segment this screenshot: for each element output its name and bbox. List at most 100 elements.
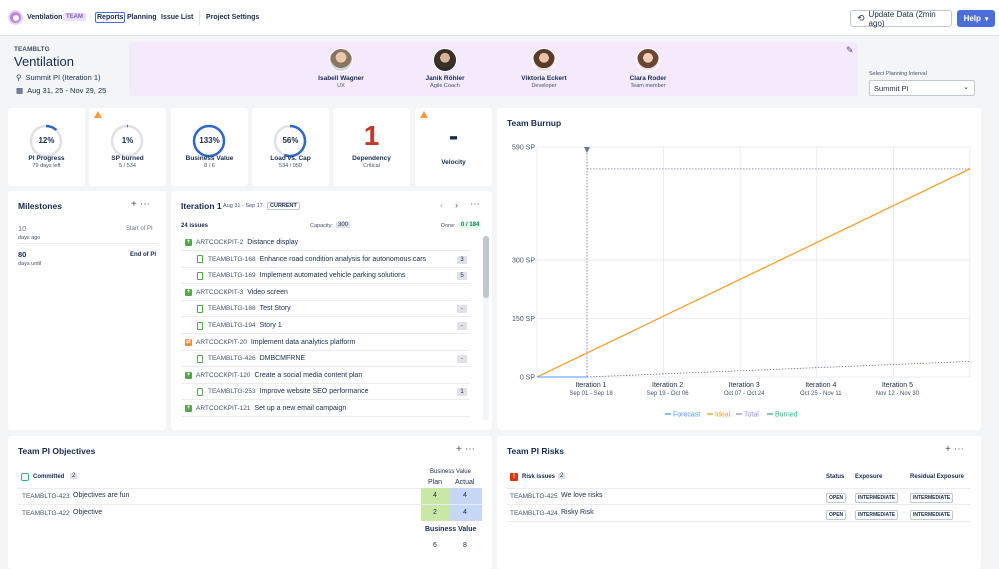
- residual-badge: INTERMEDIATE: [910, 493, 954, 503]
- kpi-velocity[interactable]: - Velocity: [415, 108, 492, 186]
- iteration-issue-row[interactable]: TEAMBLTG-426 DMBCMFRNE -: [181, 351, 470, 368]
- issue-key[interactable]: TEAMBLTG-426: [208, 355, 256, 363]
- objective-plan: 4: [433, 492, 437, 499]
- committed-label: Committed: [33, 474, 65, 480]
- member-card[interactable]: Isabell Wagner UX: [301, 48, 381, 89]
- objective-plan: 2: [433, 509, 437, 516]
- issue-title[interactable]: DMBCMFRNE: [259, 355, 306, 363]
- issue-key[interactable]: ARTCOCKPIT-3: [196, 288, 244, 296]
- iteration-issue-row[interactable]: ⇄ ARTCOCKPIT-20 Implement data analytics p…: [181, 335, 470, 351]
- iteration-issue-row[interactable]: TEAMBLTG-188 Test Story -: [181, 301, 470, 318]
- tab-issue-list[interactable]: Issue List: [161, 14, 194, 21]
- scrollbar-track[interactable]: [483, 235, 489, 420]
- objective-title[interactable]: Objectives are fun: [73, 492, 130, 499]
- story-icon: [197, 321, 203, 330]
- objective-title[interactable]: Objective: [73, 509, 103, 516]
- issue-title[interactable]: Test Story: [259, 305, 291, 313]
- epic-icon: +: [185, 405, 192, 412]
- divider: [18, 504, 482, 505]
- risks-actions[interactable]: +⋯: [945, 444, 967, 455]
- milestones-actions[interactable]: +⋯: [131, 199, 153, 210]
- milestone-sub: days until: [18, 261, 42, 267]
- risk-title[interactable]: Risky Risk: [561, 509, 594, 516]
- issue-title[interactable]: Story 1: [259, 322, 282, 329]
- kpi-sp-burned[interactable]: 1% SP burned 5 / 534: [89, 108, 166, 186]
- iteration-issue-row[interactable]: TEAMBLTG-194 Story 1 -: [181, 318, 470, 334]
- issue-title[interactable]: Implement data analytics platform: [250, 338, 356, 346]
- issue-title[interactable]: Distance display: [247, 239, 299, 246]
- burnup-title: Team Burnup: [507, 118, 562, 128]
- kpi-title: Load vs. Cap: [270, 155, 311, 162]
- iteration-issue-row[interactable]: + ARTCOCKPIT-120 Create a social media con…: [181, 368, 470, 384]
- risk-key[interactable]: TEAMBLTG-424: [510, 510, 558, 517]
- issue-key[interactable]: TEAMBLTG-168: [208, 255, 256, 263]
- iteration-issue-row[interactable]: TEAMBLTG-169 Implement automated vehicle …: [181, 268, 470, 285]
- issue-key[interactable]: ARTCOCKPIT-20: [196, 338, 247, 346]
- issue-key[interactable]: ARTCOCKPIT-121: [196, 405, 251, 412]
- x-tick-date: Oct 07 - Oct 24: [724, 391, 765, 397]
- risks-title: Team PI Risks: [507, 446, 565, 456]
- risk-title[interactable]: We love risks: [561, 492, 603, 499]
- issue-key[interactable]: ARTCOCKPIT-120: [196, 371, 251, 379]
- x-tick-label: Iteration 1: [575, 382, 606, 389]
- issue-title[interactable]: Create a social media content plan: [254, 371, 363, 379]
- issue-key[interactable]: TEAMBLTG-194: [208, 322, 256, 329]
- story-points: -: [457, 322, 467, 330]
- chevron-left-icon[interactable]: ‹: [440, 200, 443, 210]
- tab-reports[interactable]: Reports: [95, 12, 126, 23]
- exposure-badge: INTERMEDIATE: [855, 493, 899, 503]
- risk-icon: !: [510, 473, 518, 481]
- dates-line: ▦ Aug 31, 25 - Nov 29, 25: [16, 86, 106, 95]
- issue-title[interactable]: Video screen: [247, 288, 288, 296]
- iteration-issue-row[interactable]: TEAMBLTG-168 Enhance road condition analy…: [181, 252, 470, 268]
- issue-key[interactable]: TEAMBLTG-253: [208, 388, 256, 396]
- nav-divider: [199, 11, 200, 25]
- kpi-pi-progress[interactable]: 12% PI Progress 79 days left: [8, 108, 85, 186]
- issue-key[interactable]: ARTCOCKPIT-2: [196, 239, 244, 246]
- kpi-load-vs-cap[interactable]: 56% Load vs. Cap 534 / 950: [252, 108, 329, 186]
- milestone-label: End of PI: [130, 252, 156, 258]
- ideal-series-line: [536, 168, 971, 378]
- status-badge: OPEN: [826, 493, 847, 503]
- iteration-issue-row[interactable]: TEAMBLTG-253 Improve website SEO performa…: [181, 384, 470, 401]
- avatar: [532, 48, 556, 72]
- iteration-issue-row[interactable]: + ARTCOCKPIT-3 Video screen: [181, 285, 470, 301]
- member-card[interactable]: Viktoria Eckert Developer: [504, 48, 584, 89]
- scrollbar-thumb[interactable]: [483, 236, 489, 298]
- member-card[interactable]: Clara Roder Team member: [608, 48, 688, 89]
- update-data-button[interactable]: ⟲ Update Data (2min ago): [850, 10, 952, 28]
- story-points: -: [457, 305, 467, 314]
- iteration-issue-row[interactable]: + ARTCOCKPIT-121 Set up a new email campai…: [181, 401, 470, 417]
- member-role: Agile Coach: [430, 83, 460, 89]
- avatar: [329, 48, 353, 72]
- risk-key[interactable]: TEAMBLTG-425: [510, 493, 558, 500]
- project-settings-link[interactable]: Project Settings: [206, 14, 260, 21]
- issue-title[interactable]: Set up a new email campaign: [254, 405, 347, 412]
- help-button[interactable]: Help ▾: [957, 10, 995, 27]
- objective-key[interactable]: TEAMBLTG-422: [22, 510, 70, 517]
- kpi-value: 56%: [282, 136, 299, 145]
- epic-icon: +: [185, 288, 192, 296]
- planning-interval-select[interactable]: Summit PI ⌄: [869, 80, 975, 96]
- planning-interval-label: Select Planning Interval: [869, 71, 927, 77]
- issue-key[interactable]: TEAMBLTG-188: [208, 305, 256, 313]
- iteration-menu-icon[interactable]: ⋯: [470, 199, 483, 210]
- issue-key[interactable]: TEAMBLTG-169: [208, 272, 256, 280]
- issue-title[interactable]: Improve website SEO performance: [259, 388, 369, 396]
- tab-planning[interactable]: Planning: [127, 14, 157, 21]
- legend-label: Forecast: [673, 412, 700, 419]
- kpi-business-value[interactable]: 133% Business Value 8 / 6: [171, 108, 248, 186]
- current-date-marker-icon: [584, 147, 590, 153]
- issue-title[interactable]: Enhance road condition analysis for auto…: [259, 255, 427, 263]
- iteration-issue-row[interactable]: + ARTCOCKPIT-2 Distance display: [181, 235, 470, 251]
- objective-key[interactable]: TEAMBLTG-423: [22, 493, 70, 500]
- team-members-panel: Isabell Wagner UX Janik Röhler Agile Coa…: [129, 42, 858, 96]
- team-name: Ventilation: [14, 54, 74, 69]
- issue-title[interactable]: Implement automated vehicle parking solu…: [259, 272, 406, 280]
- actual-header: Actual: [455, 479, 475, 486]
- kpi-dependency[interactable]: 1 Dependency Critical: [333, 108, 410, 186]
- member-card[interactable]: Janik Röhler Agile Coach: [405, 48, 485, 89]
- edit-icon[interactable]: ✎: [846, 45, 854, 55]
- chevron-right-icon[interactable]: ›: [455, 200, 458, 210]
- objectives-actions[interactable]: +⋯: [456, 444, 478, 455]
